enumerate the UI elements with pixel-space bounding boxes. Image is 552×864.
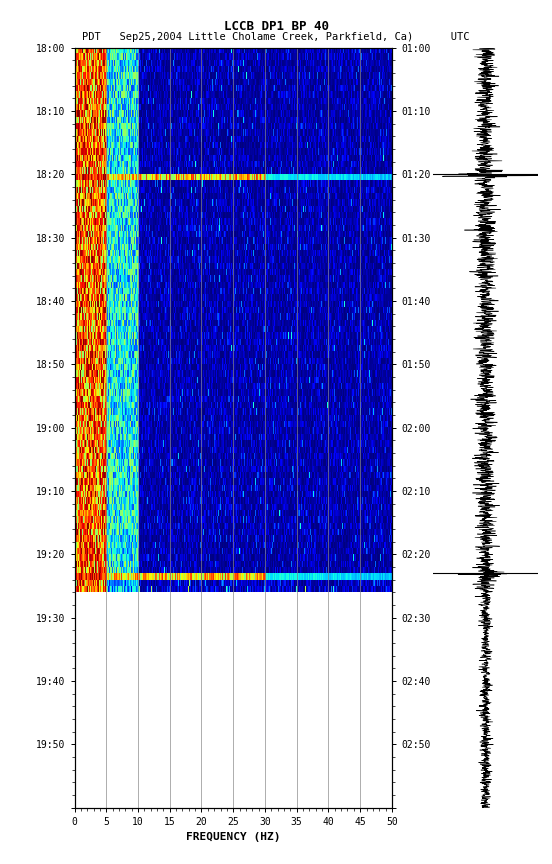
X-axis label: FREQUENCY (HZ): FREQUENCY (HZ) <box>186 832 280 842</box>
Text: LCCB DP1 BP 40: LCCB DP1 BP 40 <box>224 20 328 33</box>
Text: PDT   Sep25,2004 Little Cholame Creek, Parkfield, Ca)      UTC: PDT Sep25,2004 Little Cholame Creek, Par… <box>82 32 470 42</box>
